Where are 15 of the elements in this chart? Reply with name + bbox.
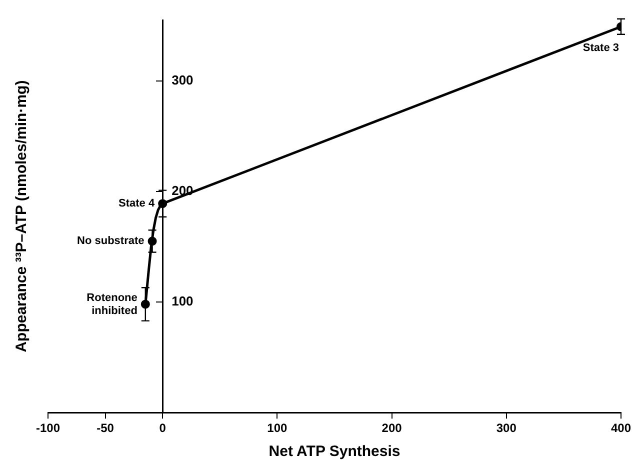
y-axis-title: Appearance ³³P–ATP (nmoles/min·mg) [13, 80, 30, 352]
annotation: State 3 [582, 42, 619, 54]
x-tick-label: 300 [496, 421, 517, 436]
y-tick-label: 100 [172, 294, 194, 309]
x-tick-label: 100 [267, 421, 288, 436]
x-tick-label: 200 [382, 421, 402, 436]
annotation: State 4 [118, 198, 156, 210]
x-tick-label: 400 [610, 421, 632, 436]
x-tick-label: 0 [159, 421, 166, 436]
x-tick-label: -100 [36, 421, 60, 436]
y-tick-label: 300 [172, 72, 194, 88]
x-axis-title: Net ATP Synthesis [268, 443, 400, 460]
annotation: Rotenone inhibited [86, 292, 138, 317]
annotation: No substrate [77, 235, 144, 248]
x-tick-label: -50 [96, 421, 114, 436]
